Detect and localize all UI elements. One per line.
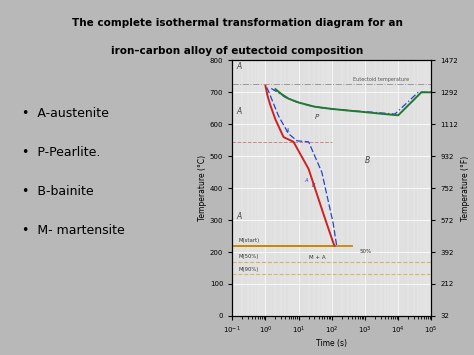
Text: A: A xyxy=(236,62,241,71)
Text: •  B-bainite: • B-bainite xyxy=(22,185,94,198)
Text: 50%: 50% xyxy=(360,249,372,254)
Y-axis label: Temperature (°C): Temperature (°C) xyxy=(198,155,207,221)
Text: iron–carbon alloy of eutectoid composition: iron–carbon alloy of eutectoid compositi… xyxy=(111,46,363,56)
Text: M(start): M(start) xyxy=(238,238,259,243)
Text: Eutectoid temperature: Eutectoid temperature xyxy=(353,77,409,82)
Text: A: A xyxy=(285,128,289,133)
Y-axis label: Temperature (°F): Temperature (°F) xyxy=(461,155,470,221)
X-axis label: Time (s): Time (s) xyxy=(316,339,347,348)
Text: B: B xyxy=(312,182,316,187)
Text: •  M- martensite: • M- martensite xyxy=(22,224,125,237)
Text: M(50%): M(50%) xyxy=(238,254,258,259)
Text: The complete isothermal transformation diagram for an: The complete isothermal transformation d… xyxy=(72,18,402,28)
Text: •  P-Pearlite.: • P-Pearlite. xyxy=(22,146,100,159)
Text: M + A: M + A xyxy=(309,255,325,260)
Text: A: A xyxy=(236,107,241,116)
Text: A: A xyxy=(304,178,308,183)
Text: •  A-austenite: • A-austenite xyxy=(22,106,109,120)
Text: P: P xyxy=(314,114,319,120)
Text: B: B xyxy=(365,155,370,165)
Text: A: A xyxy=(236,212,241,222)
Text: M(90%): M(90%) xyxy=(238,267,258,272)
